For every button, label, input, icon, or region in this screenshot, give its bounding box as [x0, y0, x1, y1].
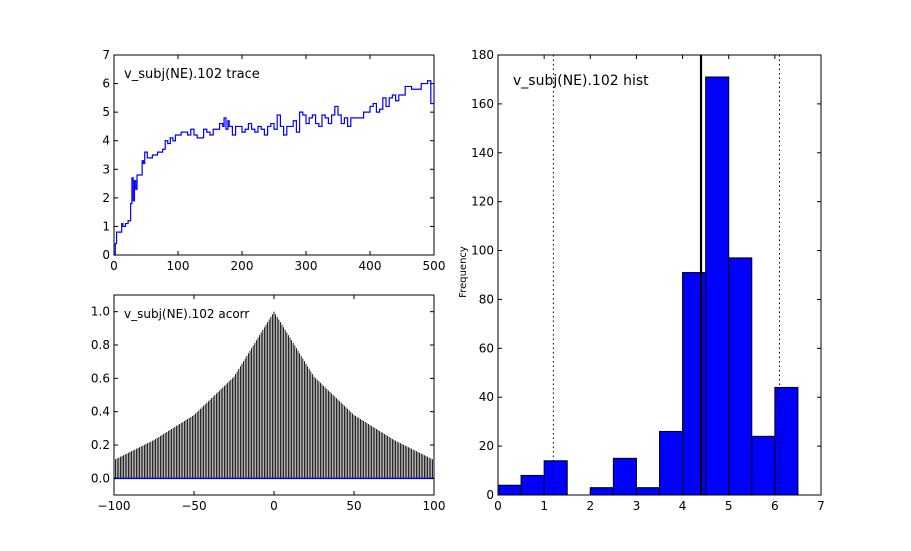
hist-x-tick-label: 6 — [771, 499, 779, 513]
hist-bar — [612, 457, 637, 496]
hist-title: v_subj(NE).102 hist — [513, 73, 649, 89]
trace-x-tick-label: 500 — [423, 259, 446, 273]
hist-y-tick-label: 160 — [471, 97, 494, 111]
trace-x-tick-label: 400 — [359, 259, 382, 273]
trace-x-tick-label: 100 — [167, 259, 190, 273]
hist-x-tick-label: 3 — [633, 499, 641, 513]
hist-reference-lines — [552, 55, 780, 495]
hist-x-tick-label: 1 — [540, 499, 548, 513]
hist-x-tick-label: 0 — [494, 499, 502, 513]
hist-y-tick-label: 180 — [471, 48, 494, 62]
hist-bar — [543, 460, 568, 496]
trace-y-tick-label: 5 — [102, 105, 110, 119]
trace-y-tick-label: 2 — [102, 191, 110, 205]
hist-bar — [659, 430, 684, 496]
trace-x-tick-label: 0 — [110, 259, 118, 273]
hist-y-tick-label: 120 — [471, 195, 494, 209]
trace-y-tick-label: 3 — [102, 162, 110, 176]
hist-y-tick-label: 20 — [479, 439, 494, 453]
hist-bars-group — [497, 76, 799, 496]
hist-y-tick-label: 0 — [486, 488, 494, 502]
acorr-y-tick-label: 0.4 — [91, 405, 110, 419]
acorr-x-tick-label: 50 — [346, 499, 361, 513]
hist-bar — [728, 257, 753, 496]
trace-x-axis: 0 100 200 300 400 500 — [110, 55, 445, 273]
hist-bar — [520, 474, 545, 496]
hist-x-tick-label: 5 — [725, 499, 733, 513]
hist-x-axis: 0 1 2 3 4 5 6 7 — [494, 55, 825, 513]
acorr-y-tick-label: 1.0 — [91, 305, 110, 319]
hist-bar — [751, 435, 776, 496]
hist-bar — [705, 76, 730, 496]
trace-y-axis: 0 1 2 3 4 5 6 7 — [102, 48, 434, 262]
hist-bar — [682, 272, 707, 496]
hist-bar — [497, 484, 522, 496]
hist-bar — [774, 386, 799, 496]
trace-panel: 0 100 200 300 400 500 0 1 2 3 4 5 6 7 v_subj(NE).102… — [102, 48, 445, 273]
acorr-y-tick-label: 0.8 — [91, 338, 110, 352]
trace-y-tick-label: 0 — [102, 248, 110, 262]
hist-x-tick-label: 2 — [586, 499, 594, 513]
acorr-y-tick-label: 0.0 — [91, 471, 110, 485]
trace-y-tick-label: 7 — [102, 48, 110, 62]
acorr-x-tick-label: 0 — [270, 499, 278, 513]
acorr-x-tick-label: 100 — [423, 499, 446, 513]
acorr-bars-group — [113, 311, 435, 480]
trace-y-tick-label: 4 — [102, 134, 110, 148]
acorr-y-axis: 0.0 0.2 0.4 0.6 0.8 1.0 — [91, 305, 434, 485]
acorr-title: v_subj(NE).102 acorr — [124, 307, 249, 321]
trace-x-tick-label: 200 — [231, 259, 254, 273]
acorr-panel: −100 −50 0 50 100 0.0 0.2 0.4 0.6 0.8 1.0 v_subj(… — [91, 294, 446, 513]
hist-panel: 0 1 2 3 4 5 6 7 0 20 40 60 80 100 120 140 160 180 v_subj… — [458, 48, 825, 513]
acorr-y-tick-label: 0.2 — [91, 438, 110, 452]
hist-y-tick-label: 140 — [471, 146, 494, 160]
hist-x-tick-label: 4 — [679, 499, 687, 513]
trace-line-0 — [114, 80, 435, 256]
hist-plot-frame — [497, 54, 822, 496]
trace-y-tick-label: 6 — [102, 77, 110, 91]
hist-y-axis-label: Frequency — [458, 246, 469, 298]
hist-y-tick-label: 100 — [471, 244, 494, 258]
hist-bar — [635, 487, 661, 496]
trace-plot-frame — [113, 54, 435, 256]
acorr-y-tick-label: 0.6 — [91, 371, 110, 385]
trace-series-group — [114, 80, 435, 256]
hist-y-tick-label: 60 — [479, 341, 494, 355]
trace-title: v_subj(NE).102 trace — [124, 67, 260, 82]
acorr-x-tick-label: −50 — [181, 499, 206, 513]
acorr-x-tick-label: −100 — [98, 499, 131, 513]
acorr-x-axis: −100 −50 0 50 100 — [98, 295, 446, 513]
hist-bar — [589, 487, 614, 496]
hist-x-tick-label: 7 — [817, 499, 825, 513]
hist-y-tick-label: 40 — [479, 390, 494, 404]
trace-y-tick-label: 1 — [102, 219, 110, 233]
hist-y-tick-label: 80 — [479, 292, 494, 306]
trace-x-tick-label: 300 — [295, 259, 318, 273]
hist-y-axis: 0 20 40 60 80 100 120 140 160 180 — [471, 48, 821, 502]
